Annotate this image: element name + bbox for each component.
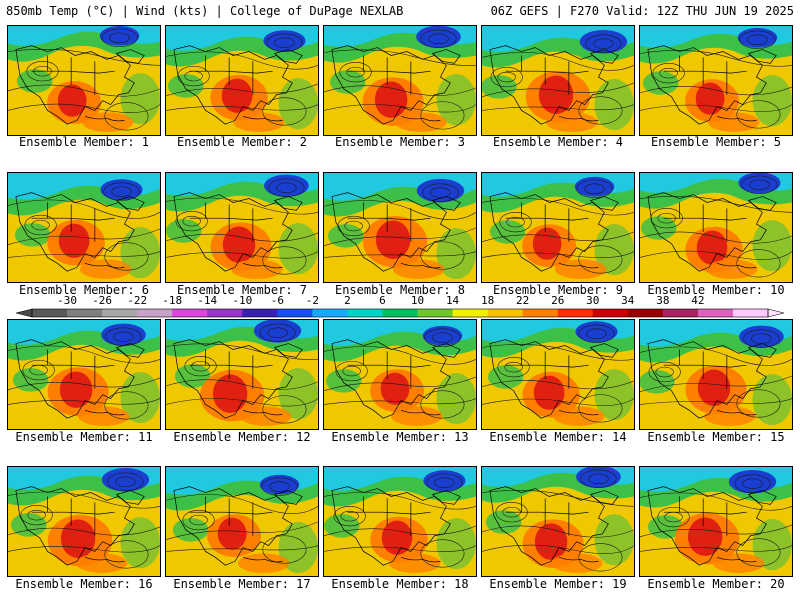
colorbar-tick-label: 14 (446, 294, 460, 307)
ensemble-map-panel (323, 25, 477, 136)
colorbar-swatch (32, 309, 68, 317)
colorbar-tick-label: -14 (197, 294, 217, 307)
ensemble-map-panel (165, 25, 319, 136)
ensemble-map-panel (7, 466, 161, 577)
ensemble-map-panel (7, 172, 161, 283)
colorbar-swatch (522, 309, 559, 317)
colorbar-tick-label: 34 (621, 294, 635, 307)
ensemble-member-label: Ensemble Member: 2 (176, 135, 308, 149)
ensemble-map-panel (165, 466, 319, 577)
colorbar-swatch (67, 309, 103, 317)
colorbar-tick-label: -30 (57, 294, 77, 307)
ensemble-member-label: Ensemble Member: 20 (647, 577, 785, 591)
chart-title: 850mb Temp (°C) | Wind (kts) | College o… (6, 4, 404, 18)
ensemble-map-panel (323, 319, 477, 430)
colorbar-min-arrow (15, 308, 33, 318)
ensemble-member-label: Ensemble Member: 18 (331, 577, 469, 591)
ensemble-member-label: Ensemble Member: 7 (176, 283, 308, 297)
ensemble-map-panel (323, 172, 477, 283)
ensemble-member-label: Ensemble Member: 19 (489, 577, 627, 591)
ensemble-map-panel (481, 25, 635, 136)
ensemble-member-label: Ensemble Member: 17 (173, 577, 311, 591)
colorbar-swatch (417, 309, 454, 317)
colorbar-swatch (662, 309, 699, 317)
colorbar-swatch (277, 309, 313, 317)
ensemble-map-panel (639, 172, 793, 283)
colorbar-tick-label: 18 (481, 294, 494, 307)
ensemble-member-label: Ensemble Member: 6 (18, 283, 150, 297)
colorbar-tick-label: 38 (656, 294, 669, 307)
ensemble-member-label: Ensemble Member: 4 (492, 135, 624, 149)
ensemble-map-panel (165, 319, 319, 430)
colorbar-tick-label: 10 (411, 294, 424, 307)
ensemble-map-panel (323, 466, 477, 577)
colorbar-max-arrow (767, 308, 785, 318)
colorbar-swatch (347, 309, 383, 317)
colorbar-swatch (137, 309, 173, 317)
colorbar-swatch (627, 309, 664, 317)
ensemble-map-panel (481, 319, 635, 430)
colorbar-swatch (487, 309, 524, 317)
colorbar-tick-label: -18 (162, 294, 182, 307)
colorbar-tick-label: 2 (344, 294, 351, 307)
ensemble-map-panel (165, 172, 319, 283)
colorbar-swatch (452, 309, 489, 317)
colorbar-swatch (382, 309, 419, 317)
temperature-colorbar: -30 -26 -22 -18 -14 -10 -6 -2 2 6 10 14 18 22 26 30 34 38… (14, 291, 786, 321)
ensemble-map-panel (7, 319, 161, 430)
ensemble-member-label: Ensemble Member: 16 (15, 577, 153, 591)
ensemble-member-label: Ensemble Member: 10 (647, 283, 785, 297)
ensemble-map-panel (481, 172, 635, 283)
colorbar-tick-label: 42 (691, 294, 704, 307)
ensemble-map-panel (639, 466, 793, 577)
colorbar-tick-label: -6 (271, 294, 284, 307)
ensemble-map-panel (639, 25, 793, 136)
ensemble-member-label: Ensemble Member: 14 (489, 430, 627, 444)
colorbar-swatch (172, 309, 208, 317)
colorbar-tick-label: -10 (232, 294, 252, 307)
colorbar-swatch (312, 309, 348, 317)
ensemble-member-label: Ensemble Member: 9 (492, 283, 624, 297)
colorbar-tick-label: -2 (306, 294, 319, 307)
colorbar-swatch (102, 309, 138, 317)
run-info: 06Z GEFS | F270 Valid: 12Z THU JUN 19 20… (490, 4, 794, 18)
colorbar-swatch (592, 309, 629, 317)
colorbar-tick-label: 30 (586, 294, 599, 307)
colorbar-swatch (732, 309, 769, 317)
colorbar-swatch (207, 309, 243, 317)
ensemble-map-panel (639, 319, 793, 430)
ensemble-member-label: Ensemble Member: 1 (18, 135, 150, 149)
colorbar-tick-label: 6 (379, 294, 386, 307)
colorbar-tick-label: 26 (551, 294, 564, 307)
ensemble-member-label: Ensemble Member: 11 (15, 430, 153, 444)
colorbar-tick-label: -22 (127, 294, 147, 307)
ensemble-map-panel (7, 25, 161, 136)
ensemble-member-label: Ensemble Member: 5 (650, 135, 782, 149)
ensemble-map-panel (481, 466, 635, 577)
colorbar-swatch (242, 309, 278, 317)
ensemble-member-label: Ensemble Member: 13 (331, 430, 469, 444)
colorbar-graphic: -30 -26 -22 -18 -14 -10 -6 -2 2 6 10 14 18 22 26 30 34 38… (15, 294, 785, 318)
ensemble-member-label: Ensemble Member: 3 (334, 135, 466, 149)
colorbar-tick-label: 22 (516, 294, 529, 307)
colorbar-swatch (557, 309, 594, 317)
colorbar-tick-label: -26 (92, 294, 112, 307)
ensemble-member-label: Ensemble Member: 15 (647, 430, 785, 444)
colorbar-swatch (697, 309, 734, 317)
colorbar-outline (31, 308, 769, 318)
ensemble-member-label: Ensemble Member: 8 (334, 283, 466, 297)
ensemble-member-label: Ensemble Member: 12 (173, 430, 311, 444)
